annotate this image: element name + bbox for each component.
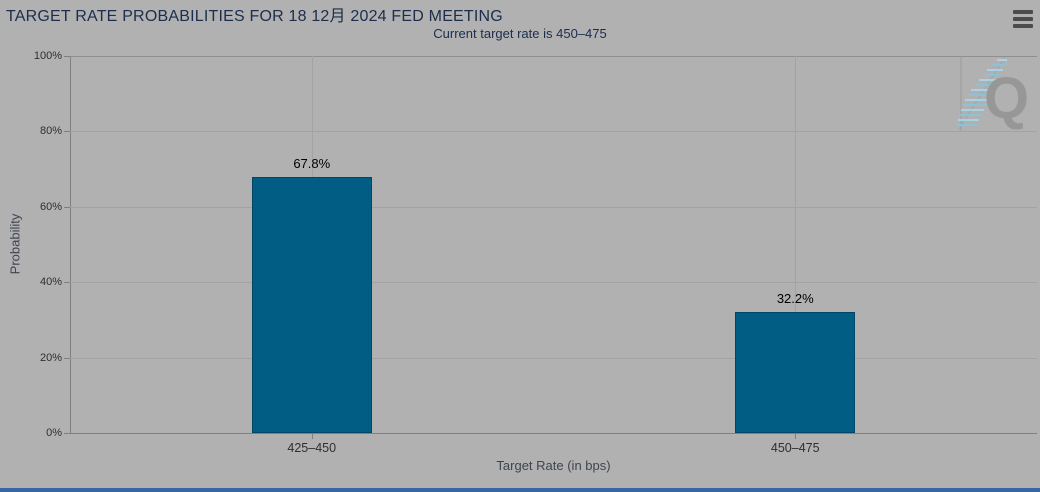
y-axis-tick [64,206,70,208]
x-axis-tick-label: 450–475 [770,441,820,455]
y-axis-tick [64,282,70,284]
horizontal-gridline [70,282,1037,284]
menu-bar [1013,24,1033,28]
bar-value-label: 32.2% [776,290,814,306]
horizontal-gridline [70,131,1037,133]
y-axis-tick-label: 0% [46,427,62,439]
y-axis-title: Probability [7,213,23,275]
x-axis-title: Target Rate (in bps) [496,458,611,473]
probability-bar[interactable] [735,311,856,433]
x-axis-line [70,433,1037,434]
y-axis-tick-label: 40% [39,276,62,289]
hamburger-menu-icon[interactable] [1013,10,1033,31]
x-axis-tick [311,433,313,439]
quikstrike-q-logo: Q [958,56,1029,131]
y-axis-tick [64,56,70,57]
bar-chart-plot-area: 0% 20% 40% 60% 80% 100% 67.8% 425–450 32.2% 450–4… [34,50,1037,455]
horizontal-gridline [70,357,1037,359]
y-axis-tick-label: 20% [39,351,62,364]
chart-subtitle: Current target rate is 450–475 [433,26,607,41]
watermark-q-letter: Q [984,66,1029,131]
x-axis-tick-label: 425–450 [287,441,337,455]
horizontal-gridline [70,206,1037,208]
y-axis-tick [64,433,70,434]
y-axis-tick-label: 80% [39,125,62,138]
horizontal-gridline [70,56,1037,57]
y-axis-tick [64,357,70,359]
vertical-gridline [795,56,797,433]
bar-value-label: 67.8% [293,156,331,172]
menu-bar [1013,10,1033,14]
y-axis-tick [64,131,70,133]
footer-accent-bar [0,488,1040,492]
probability-bar[interactable] [251,177,372,433]
x-axis-tick [795,433,797,439]
menu-bar [1013,17,1033,21]
y-axis-line [70,56,71,433]
y-axis-tick-label: 100% [33,50,62,62]
chart-title: TARGET RATE PROBABILITIES FOR 18 12月 202… [6,8,503,25]
y-axis-tick-label: 60% [39,200,62,213]
